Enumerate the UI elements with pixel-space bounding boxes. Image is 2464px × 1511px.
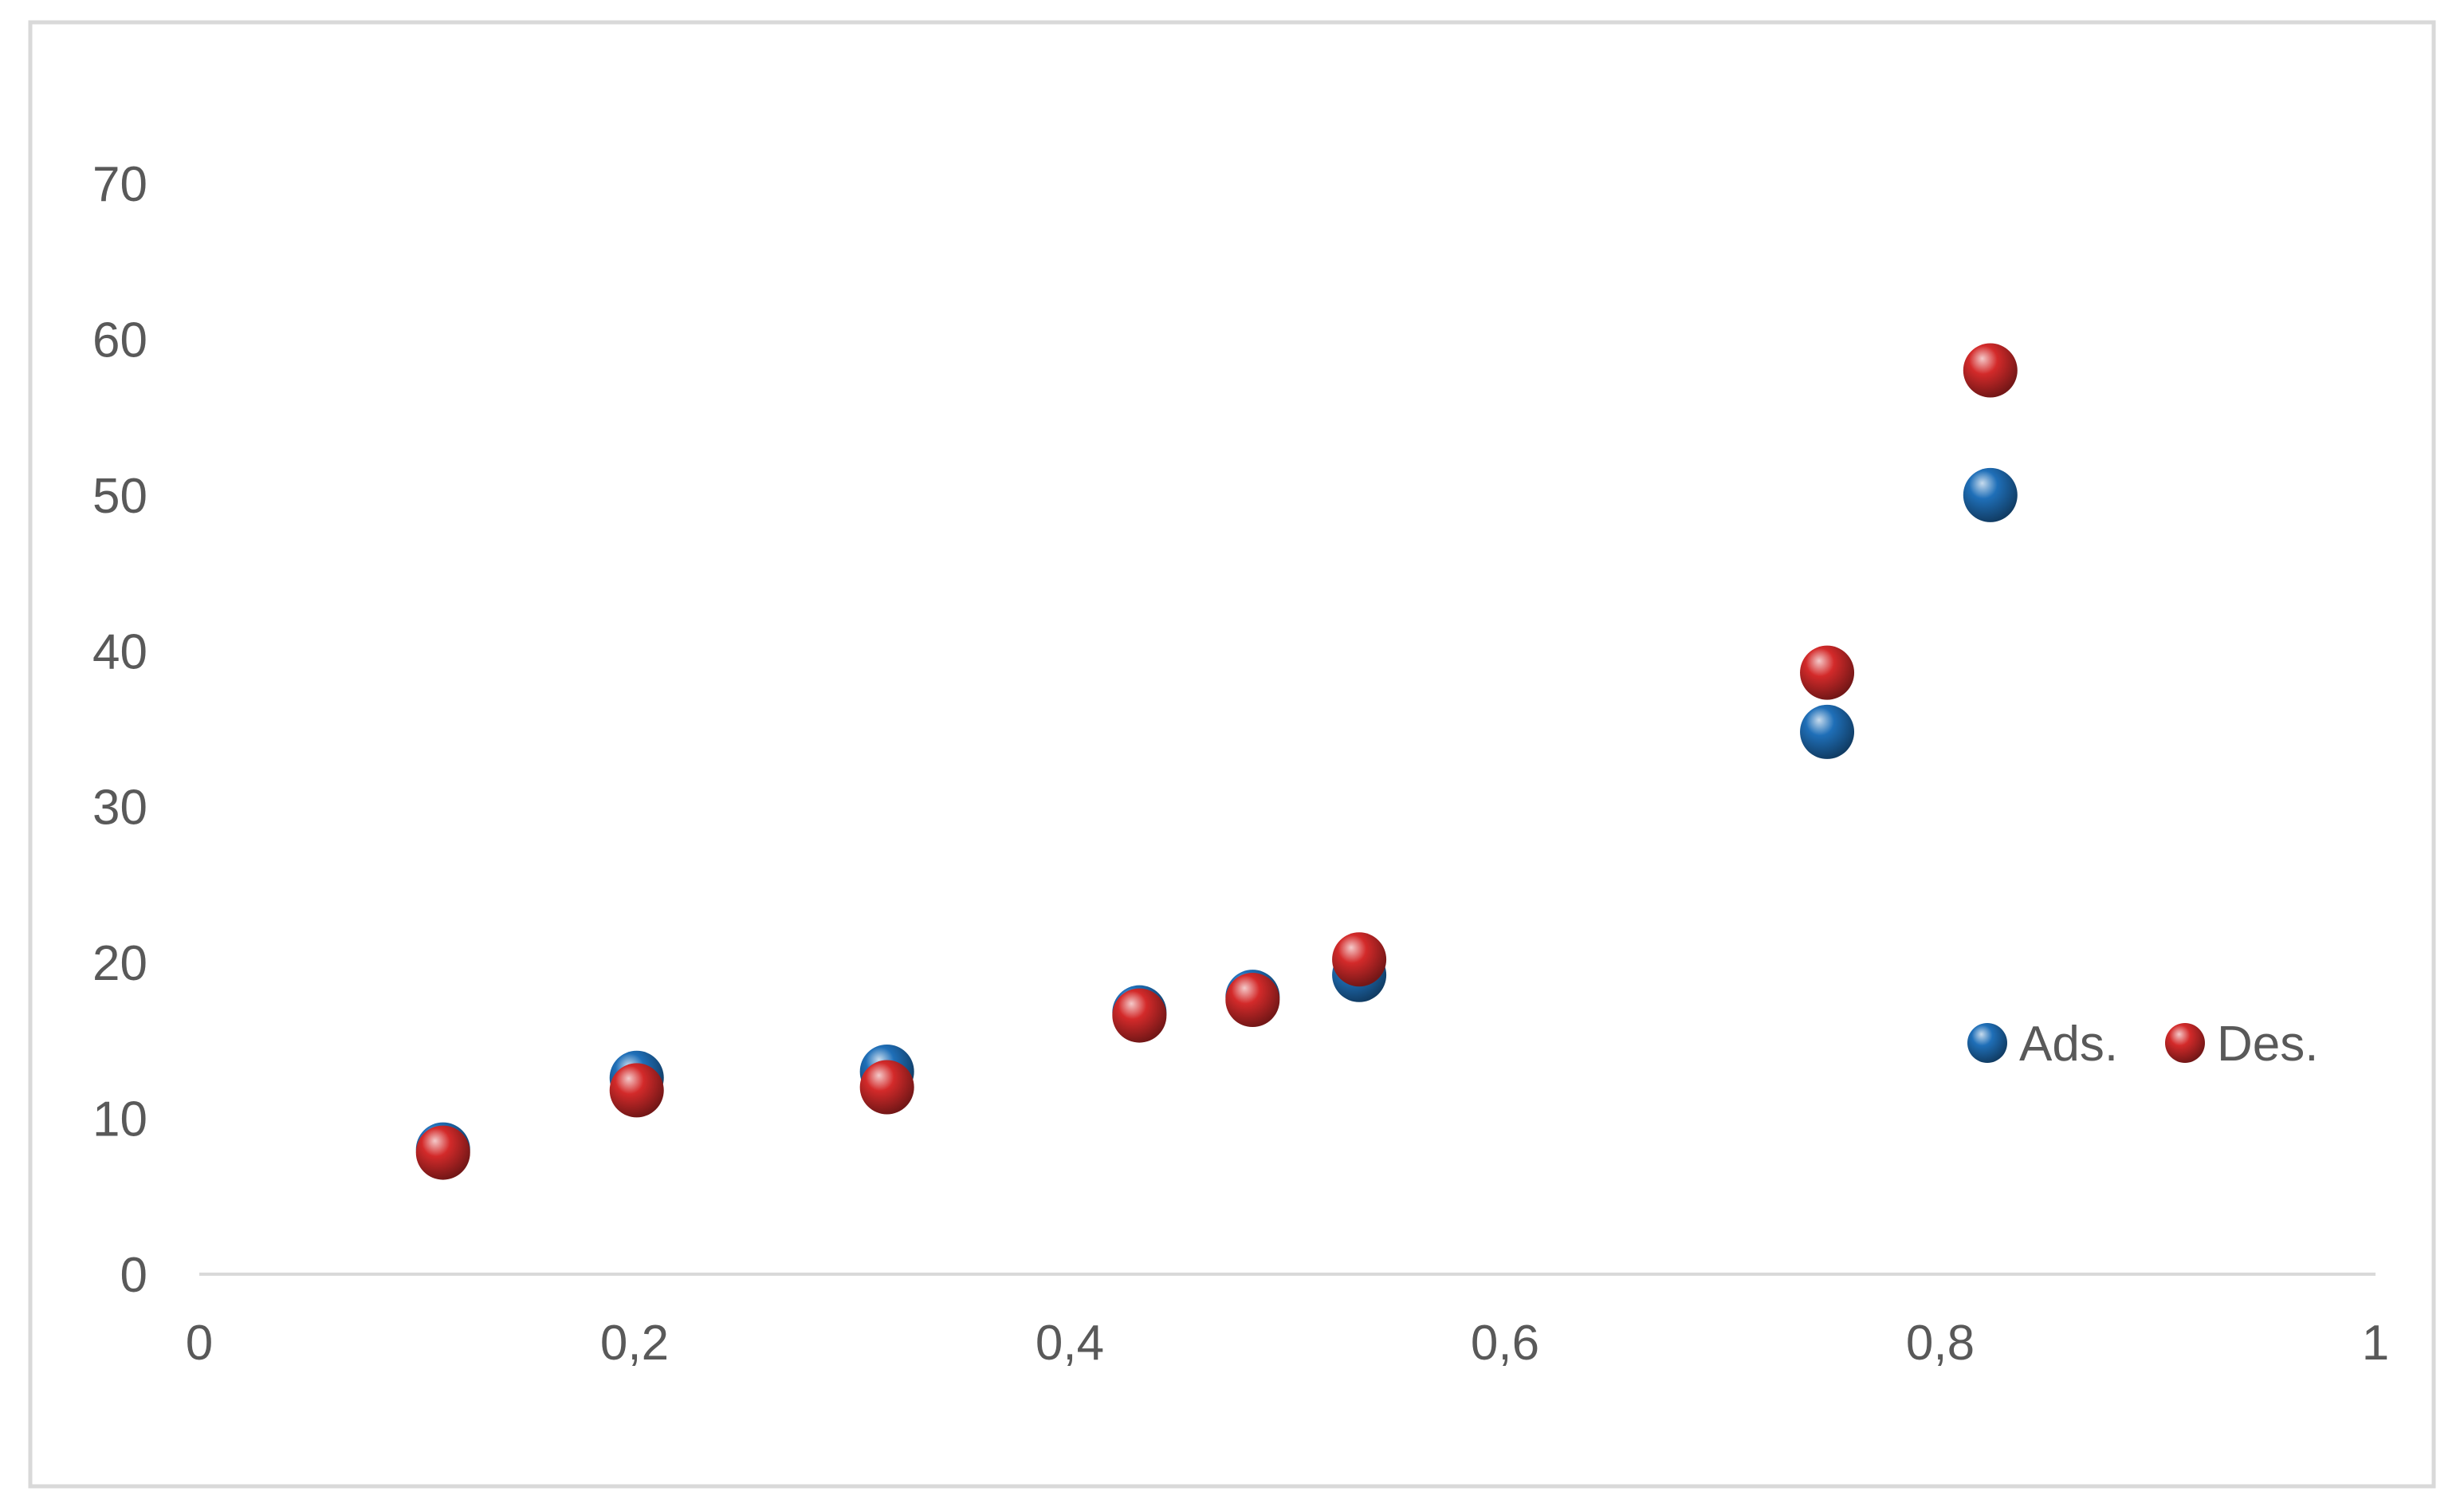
y-axis-tick-labels: 0 10 20 30 40 50 60 70 (92, 157, 147, 1303)
data-point (1800, 645, 1855, 700)
x-tick-label: 0,2 (600, 1316, 669, 1371)
x-tick-label: 0,4 (1036, 1316, 1104, 1371)
data-point (415, 1125, 470, 1180)
y-tick-label: 0 (120, 1248, 147, 1303)
data-point (1225, 973, 1280, 1028)
x-tick-label: 0 (186, 1316, 213, 1371)
y-tick-label: 50 (92, 469, 147, 524)
y-tick-label: 10 (92, 1092, 147, 1147)
data-point (1963, 343, 2018, 398)
data-points (415, 343, 2018, 1180)
legend-label: Des. (2217, 1017, 2318, 1072)
series-2 (415, 343, 2018, 1180)
chart-frame (28, 20, 2436, 1489)
x-axis-tick-labels: 0 0,2 0,4 0,6 0,8 1 (186, 1316, 2389, 1371)
y-tick-label: 30 (92, 781, 147, 836)
legend-label: Ads. (2019, 1017, 2118, 1072)
x-tick-label: 0,8 (1906, 1316, 1975, 1371)
data-point (1963, 467, 2018, 522)
legend-marker (2165, 1023, 2205, 1063)
data-point (1332, 932, 1387, 987)
x-tick-label: 0,6 (1471, 1316, 1539, 1371)
data-point (1112, 988, 1167, 1043)
data-point (859, 1060, 914, 1115)
data-point (609, 1063, 664, 1118)
y-tick-label: 40 (92, 624, 147, 679)
legend-item: Ads. (1967, 1017, 2118, 1072)
legend-marker (1967, 1023, 2007, 1063)
legend-item: Des. (2165, 1017, 2318, 1072)
x-tick-label: 1 (2362, 1316, 2389, 1371)
y-tick-label: 70 (92, 157, 147, 212)
y-tick-label: 60 (92, 313, 147, 368)
legend: Ads. Des. (1967, 1017, 2318, 1072)
data-point (1800, 704, 1855, 759)
y-tick-label: 20 (92, 936, 147, 991)
